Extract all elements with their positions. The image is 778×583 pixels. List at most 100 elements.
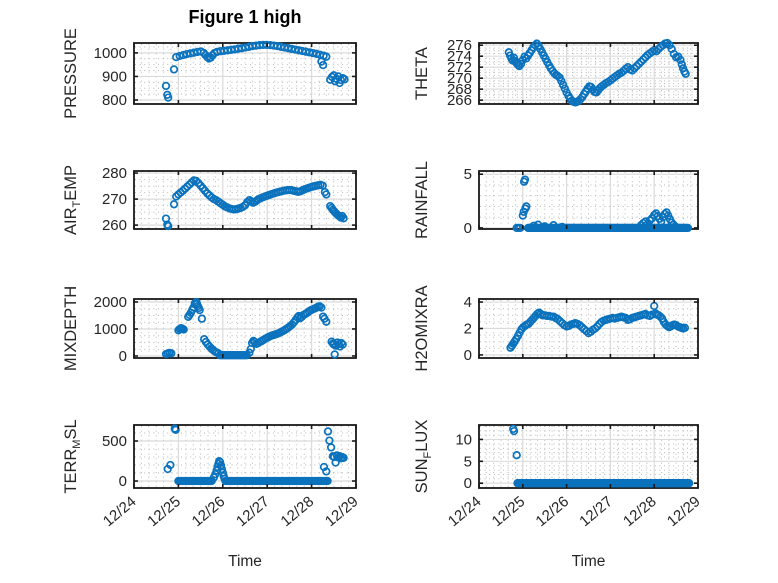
- y-tick-label: 260: [102, 217, 127, 234]
- data-point: [560, 84, 569, 93]
- data-point: [557, 76, 566, 86]
- data-point: [220, 474, 229, 484]
- data-point: [167, 349, 176, 358]
- data-point: [203, 189, 212, 198]
- data-point: [628, 66, 637, 75]
- data-point: [197, 314, 207, 323]
- tick-marks: [478, 299, 699, 358]
- subplot-rainfall: 05 RAINFALL: [413, 161, 699, 239]
- y-tick-label: 5: [464, 453, 472, 470]
- theta-data-points: [504, 38, 690, 107]
- ylabel-mixdepth: MIXDEPTH: [62, 286, 80, 371]
- y-tick-label: 266: [447, 92, 472, 109]
- data-point: [169, 200, 179, 209]
- data-point: [518, 211, 527, 220]
- h2omixra-data-points: [506, 301, 690, 352]
- x-tick-labels: 12/24 12/25 12/26 12/27 12/28 12/29: [100, 493, 362, 530]
- x-tick-label: 12/26: [532, 493, 572, 530]
- x-tick-label: 12/27: [233, 493, 273, 530]
- y-tick-label: 10: [455, 431, 472, 448]
- y-tick-label: 800: [102, 92, 127, 109]
- x-tick-label: 12/24: [445, 493, 485, 530]
- y-tick-label: 274: [447, 48, 472, 65]
- data-point: [322, 190, 331, 199]
- data-point: [322, 52, 331, 61]
- figure-title: Figure 1 high: [188, 7, 302, 27]
- data-point: [680, 323, 690, 332]
- data-point: [540, 222, 549, 231]
- y-tick-label: 500: [102, 433, 127, 450]
- x-tick-label: 12/25: [144, 493, 184, 530]
- pressure-data-points: [161, 40, 349, 102]
- data-point: [161, 81, 171, 91]
- x-tick-label: 12/25: [489, 493, 529, 530]
- data-point: [636, 57, 646, 66]
- data-point: [192, 176, 201, 186]
- y-tick-label: 276: [447, 37, 472, 54]
- data-point: [175, 51, 184, 61]
- data-point: [520, 175, 530, 184]
- data-point: [338, 340, 347, 349]
- y-tick-label: 1000: [94, 321, 127, 338]
- data-point: [590, 324, 600, 333]
- minor-grid: [135, 426, 355, 487]
- subplot-pressure: 800 900 1000 PRESSURE: [62, 28, 357, 119]
- ylabel-air-temp: AIRTEMP: [62, 165, 83, 235]
- data-point: [632, 61, 641, 71]
- x-tick-label: 12/28: [620, 493, 660, 530]
- data-point: [318, 60, 328, 70]
- y-tick-label: 5: [464, 166, 472, 183]
- data-point: [164, 93, 173, 102]
- y-tick-label: 900: [102, 68, 127, 85]
- tick-marks: [133, 425, 357, 488]
- data-point: [317, 303, 326, 312]
- x-axis-label-time: Time: [228, 553, 262, 570]
- subplot-sun-flux: 0 5 10 SUNFLUX 12/24 12/25 12/26 12/27 12/28 12/2…: [413, 420, 704, 570]
- data-point: [558, 222, 567, 232]
- tick-marks: [133, 299, 357, 358]
- y-tick-labels: 0 1000 2000: [94, 294, 127, 365]
- x-tick-label: 12/29: [664, 493, 704, 530]
- terr-msl-data-points: [163, 424, 348, 486]
- data-point: [676, 55, 685, 65]
- y-tick-label: 280: [102, 165, 127, 182]
- x-tick-label: 12/26: [189, 493, 229, 530]
- ylabel-rainfall: RAINFALL: [413, 161, 431, 239]
- data-point: [312, 49, 321, 58]
- tick-marks: [133, 171, 357, 229]
- data-point: [323, 476, 332, 486]
- data-point: [336, 75, 346, 85]
- tick-marks: [478, 171, 699, 229]
- y-tick-labels: 05: [464, 166, 472, 237]
- data-point: [683, 223, 693, 233]
- axes-box: [133, 170, 357, 230]
- data-point: [340, 75, 349, 84]
- data-point: [180, 184, 190, 193]
- x-tick-label: 12/27: [576, 493, 616, 530]
- data-point: [164, 221, 173, 231]
- y-tick-label: 2000: [94, 294, 127, 311]
- y-tick-labels: 800 900 1000: [94, 45, 127, 109]
- data-point: [217, 464, 227, 474]
- data-point: [639, 55, 648, 64]
- y-tick-label: 272: [447, 59, 472, 76]
- y-tick-labels: 0 500: [102, 433, 127, 490]
- y-tick-label: 0: [119, 473, 127, 490]
- axes-box: [478, 42, 699, 105]
- data-point: [322, 317, 331, 326]
- x-axis-label-time: Time: [572, 553, 606, 570]
- data-point: [669, 220, 678, 229]
- data-point: [195, 305, 204, 315]
- data-point: [681, 69, 690, 78]
- data-point: [529, 221, 538, 230]
- x-tick-labels: 12/24 12/25 12/26 12/27 12/28 12/29: [445, 493, 704, 530]
- data-point: [512, 451, 521, 460]
- axes-box: [133, 424, 357, 489]
- major-grid: [134, 299, 356, 358]
- data-point: [522, 202, 531, 211]
- data-point: [308, 48, 318, 58]
- data-point: [323, 427, 333, 436]
